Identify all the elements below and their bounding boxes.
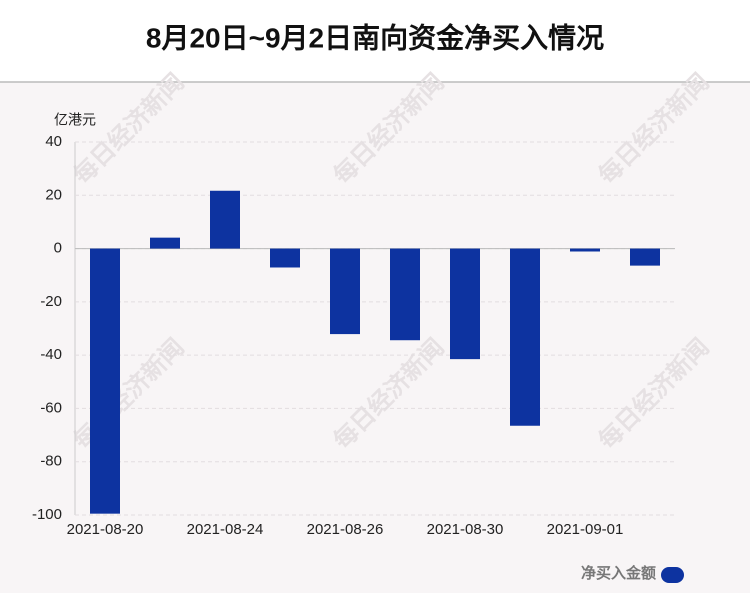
chart-title: 8月20日~9月2日南向资金净买入情况 [146, 21, 604, 53]
bar [210, 190, 240, 249]
x-tick-label: 2021-09-01 [547, 521, 624, 538]
bar [90, 248, 120, 514]
bar [570, 248, 600, 252]
watermark: 每日经济新闻 [593, 333, 715, 455]
watermark: 每日经济新闻 [593, 68, 715, 190]
y-tick-label: 20 [45, 186, 62, 203]
x-tick-label: 2021-08-30 [427, 521, 504, 538]
y-axis-label: 亿港元 [54, 112, 96, 128]
y-tick-label: -80 [40, 453, 62, 470]
legend-swatch [661, 567, 684, 583]
title-band [0, 0, 750, 82]
watermark: 每日经济新闻 [328, 333, 450, 455]
y-tick-label: 40 [45, 133, 62, 150]
bar [150, 237, 180, 249]
bar [630, 248, 660, 266]
watermark: 每日经济新闻 [68, 68, 190, 190]
bar [270, 248, 300, 268]
y-tick-label: -60 [40, 399, 62, 416]
legend-label: 净买入金额 [581, 564, 656, 582]
bar [450, 248, 480, 360]
y-tick-label: -100 [32, 506, 62, 523]
y-tick-label: -40 [40, 346, 62, 363]
x-tick-label: 2021-08-24 [187, 521, 264, 538]
y-tick-label: 0 [54, 240, 62, 257]
y-tick-label: -20 [40, 293, 62, 310]
bar [390, 248, 420, 341]
x-tick-label: 2021-08-20 [67, 521, 144, 538]
bar [330, 248, 360, 335]
x-tick-label: 2021-08-26 [307, 521, 384, 538]
bar [510, 248, 540, 426]
watermark: 每日经济新闻 [68, 333, 190, 455]
watermark: 每日经济新闻 [328, 68, 450, 190]
